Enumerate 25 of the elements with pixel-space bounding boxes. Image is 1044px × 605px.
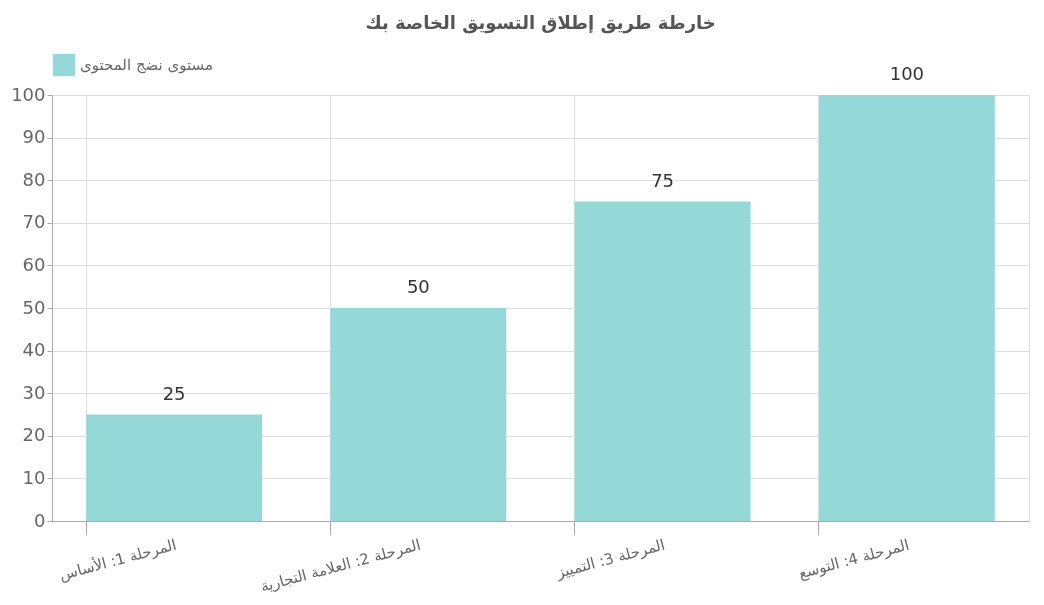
bar xyxy=(86,414,263,521)
y-tick-label: 10 xyxy=(22,466,46,488)
chart-title: خارطة طريق إطلاق التسويق الخاصة بك xyxy=(365,12,716,34)
y-tick-label: 30 xyxy=(22,381,46,403)
y-tick-label: 40 xyxy=(22,339,46,361)
bar xyxy=(818,95,995,521)
x-tick-label: المرحلة 4: التوسع xyxy=(796,535,912,583)
y-tick-label: 20 xyxy=(22,424,46,446)
y-tick-label: 90 xyxy=(22,126,46,148)
y-tick-label: 100 xyxy=(11,83,46,105)
x-tick-label: المرحلة 3: التمييز xyxy=(553,535,667,583)
x-tick-label: المرحلة 2: العلامة التجارية xyxy=(258,535,423,596)
y-tick-label: 70 xyxy=(22,211,46,233)
data-label: 50 xyxy=(406,276,430,297)
x-tick-label: المرحلة 1: الأساس xyxy=(57,534,179,585)
bar xyxy=(574,201,751,521)
data-label: 100 xyxy=(889,63,925,84)
data-label: 25 xyxy=(162,382,186,404)
y-tick-label: 0 xyxy=(34,509,46,531)
legend-label: مستوى نضج المحتوى xyxy=(80,56,213,74)
y-tick-label: 50 xyxy=(22,296,46,318)
bar xyxy=(330,308,507,521)
y-tick-label: 60 xyxy=(22,253,46,275)
y-tick-label: 80 xyxy=(22,168,46,190)
data-label: 75 xyxy=(651,169,675,191)
